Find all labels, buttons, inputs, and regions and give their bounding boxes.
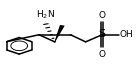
Polygon shape [54,25,65,42]
Text: OH: OH [119,30,133,39]
Text: O: O [99,50,106,59]
Text: O: O [99,11,106,20]
Text: H$_2$N: H$_2$N [36,8,55,21]
Text: S: S [99,29,106,39]
